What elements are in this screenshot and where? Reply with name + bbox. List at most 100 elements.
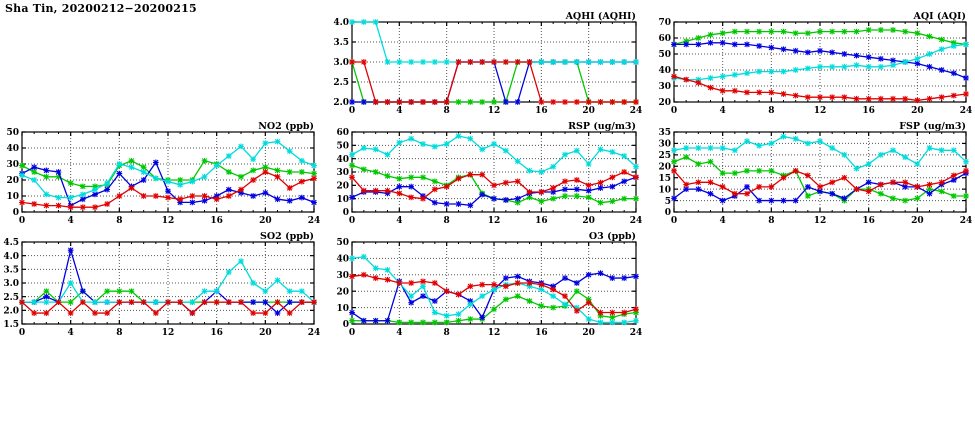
data-point-marker bbox=[621, 319, 628, 326]
data-point-marker bbox=[963, 91, 969, 97]
data-point-marker bbox=[455, 99, 462, 105]
data-point-marker bbox=[585, 271, 592, 278]
data-point-marker bbox=[877, 151, 884, 158]
data-point-marker bbox=[420, 141, 426, 147]
x-tick-label: 16 bbox=[210, 328, 223, 338]
page-title: Sha Tin, 20200212−20200215 bbox=[5, 2, 197, 15]
data-point-marker bbox=[744, 138, 750, 145]
y-tick-label: 20 bbox=[658, 162, 671, 172]
data-point-marker bbox=[621, 275, 628, 281]
data-point-marker bbox=[707, 84, 714, 91]
data-point-marker bbox=[420, 174, 426, 181]
data-point-marker bbox=[950, 70, 957, 77]
data-point-marker bbox=[31, 201, 38, 207]
y-tick-label: 50 bbox=[336, 238, 349, 248]
data-point-marker bbox=[695, 179, 702, 186]
data-point-marker bbox=[140, 164, 147, 171]
data-point-marker bbox=[238, 173, 244, 180]
axis-ticks bbox=[673, 21, 967, 103]
data-point-marker bbox=[298, 288, 305, 295]
y-tick-label: 10 bbox=[336, 195, 349, 205]
data-point-marker bbox=[719, 87, 726, 94]
data-point-marker bbox=[902, 179, 909, 186]
data-point-marker bbox=[963, 158, 969, 165]
data-point-marker bbox=[950, 193, 957, 199]
data-point-marker bbox=[467, 99, 474, 105]
data-point-marker bbox=[671, 41, 677, 48]
chart-panel-rsp: 0 10 20 30 40 50 60 0 4 8 12 16 20 24 RSP (ug/m3) bbox=[330, 120, 643, 230]
data-point-marker bbox=[621, 169, 628, 175]
data-point-marker bbox=[467, 316, 474, 322]
data-point-marker bbox=[360, 99, 367, 105]
x-tick-label: 20 bbox=[582, 106, 595, 116]
data-point-marker bbox=[526, 194, 533, 201]
data-point-marker bbox=[262, 164, 269, 171]
axis-ticks bbox=[21, 131, 315, 213]
data-point-marker bbox=[55, 194, 62, 201]
data-point-marker bbox=[695, 35, 702, 41]
data-point-marker bbox=[573, 147, 580, 154]
data-point-marker bbox=[420, 195, 426, 202]
data-point-marker bbox=[225, 153, 232, 159]
series-group bbox=[349, 133, 639, 209]
data-point-marker bbox=[286, 185, 293, 191]
data-point-marker bbox=[562, 275, 568, 281]
data-point-marker bbox=[104, 186, 111, 193]
data-point-marker bbox=[250, 280, 257, 286]
data-point-marker bbox=[550, 185, 557, 191]
data-point-marker bbox=[431, 199, 438, 206]
data-point-marker bbox=[372, 265, 379, 272]
data-point-marker bbox=[926, 186, 933, 193]
y-tick-label: 50 bbox=[336, 142, 349, 152]
data-point-marker bbox=[744, 167, 750, 174]
data-point-marker bbox=[609, 198, 616, 205]
data-point-marker bbox=[349, 162, 355, 169]
y-tick-label: 60 bbox=[658, 34, 671, 44]
data-point-marker bbox=[420, 319, 426, 326]
data-point-marker bbox=[238, 186, 244, 193]
data-point-marker bbox=[804, 183, 811, 190]
data-point-marker bbox=[502, 179, 509, 186]
data-point-marker bbox=[479, 281, 486, 288]
data-point-marker bbox=[526, 283, 533, 290]
data-point-marker bbox=[189, 193, 196, 199]
data-point-marker bbox=[396, 190, 403, 197]
data-point-marker bbox=[360, 19, 367, 25]
data-point-marker bbox=[573, 59, 580, 65]
data-point-marker bbox=[384, 99, 391, 105]
y-tick-label: 0 bbox=[343, 320, 349, 330]
x-tick-label: 24 bbox=[630, 216, 643, 226]
data-point-marker bbox=[31, 164, 38, 171]
y-tick-label: 0 bbox=[665, 208, 671, 218]
data-point-marker bbox=[609, 99, 616, 105]
y-tick-label: 4.0 bbox=[3, 252, 19, 262]
data-point-marker bbox=[780, 133, 787, 140]
data-point-marker bbox=[526, 167, 533, 174]
data-point-marker bbox=[865, 188, 872, 195]
data-point-marker bbox=[349, 273, 355, 280]
data-point-marker bbox=[420, 278, 426, 285]
y-tick-label: 10 bbox=[336, 304, 349, 314]
x-tick-label: 8 bbox=[116, 328, 122, 338]
data-point-marker bbox=[431, 143, 438, 150]
data-point-marker bbox=[865, 54, 872, 61]
data-point-marker bbox=[877, 95, 884, 102]
chart-panel-aqi: 20 30 40 50 60 70 0 4 8 12 16 20 24 AQI (AQI) bbox=[652, 10, 972, 120]
data-point-marker bbox=[408, 99, 415, 105]
data-point-marker bbox=[349, 19, 355, 25]
data-point-marker bbox=[609, 319, 616, 326]
data-point-marker bbox=[177, 199, 184, 206]
data-point-marker bbox=[349, 99, 355, 105]
x-tick-label: 20 bbox=[582, 216, 595, 226]
data-point-marker bbox=[877, 27, 884, 33]
data-point-marker bbox=[573, 177, 580, 183]
x-tick-label: 8 bbox=[768, 106, 774, 116]
data-point-marker bbox=[396, 280, 403, 286]
axis-ticks bbox=[351, 131, 637, 213]
x-tick-label: 4 bbox=[396, 216, 402, 226]
data-point-marker bbox=[841, 51, 848, 57]
data-point-marker bbox=[250, 299, 257, 306]
y-tick-label: 2.0 bbox=[3, 307, 19, 317]
y-tick-label: 30 bbox=[6, 160, 19, 170]
data-point-marker bbox=[396, 183, 403, 190]
